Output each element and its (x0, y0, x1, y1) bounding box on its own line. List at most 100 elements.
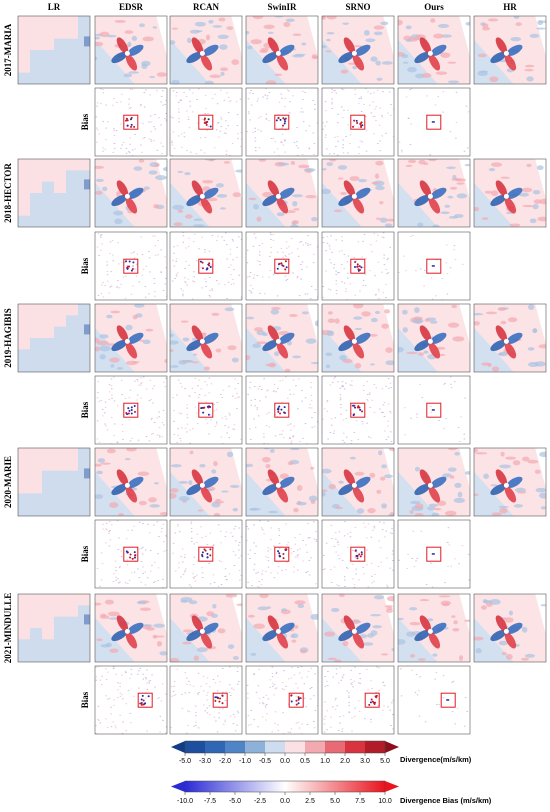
panel (170, 448, 242, 516)
bias-hot (133, 410, 136, 413)
patch (322, 468, 332, 474)
speck (342, 715, 345, 717)
speck (421, 397, 424, 399)
speck (138, 687, 140, 689)
speck (171, 280, 174, 282)
speck (354, 94, 357, 96)
speck (297, 408, 299, 410)
speck (293, 571, 295, 573)
vortex-lobe (276, 632, 289, 649)
speck (282, 251, 284, 253)
bias-hot (203, 118, 206, 121)
speck (122, 438, 124, 440)
vortex-lobe (267, 615, 280, 632)
lr-cell (30, 181, 43, 194)
speck (261, 579, 263, 581)
speck (323, 723, 326, 725)
patch (215, 183, 224, 188)
patch (508, 610, 513, 616)
speck (351, 380, 353, 382)
speck (206, 422, 209, 424)
speck (300, 666, 303, 668)
speck (140, 384, 142, 386)
speck (327, 670, 329, 672)
patch (232, 655, 239, 660)
bias-hot (140, 698, 143, 701)
speck (262, 696, 265, 698)
patch (474, 448, 479, 453)
speck (116, 696, 119, 698)
lr-cell (30, 504, 43, 516)
speck (252, 131, 254, 133)
speck (391, 702, 393, 704)
speck (335, 239, 337, 241)
patch (128, 71, 140, 74)
patch (539, 492, 546, 499)
speck (133, 695, 135, 697)
speck (238, 274, 241, 276)
patch (376, 77, 383, 81)
speck (273, 384, 276, 386)
speck (183, 132, 186, 134)
speck (270, 527, 273, 529)
panel (322, 666, 394, 734)
patch (423, 162, 429, 165)
speck (223, 132, 226, 134)
speck (371, 687, 373, 689)
patch (197, 509, 204, 512)
speck (362, 285, 364, 287)
speck (162, 586, 164, 588)
patch (464, 471, 470, 475)
speck (326, 242, 329, 244)
vortex-lobe (506, 476, 523, 489)
speck (113, 143, 116, 145)
speck (96, 102, 99, 104)
bias-hot (126, 119, 129, 122)
speck (165, 100, 167, 102)
patch (220, 67, 229, 72)
speck (373, 133, 375, 135)
speck (96, 438, 99, 440)
patch (418, 352, 425, 356)
speck (314, 103, 316, 105)
speck (286, 89, 289, 91)
lr-cell (66, 27, 79, 40)
patch (294, 624, 299, 629)
patch (136, 601, 148, 605)
panel-border (397, 665, 471, 735)
speck (108, 384, 111, 386)
speck (463, 150, 466, 152)
speck (184, 282, 187, 284)
speck (221, 236, 223, 238)
speck (377, 288, 380, 290)
speck (200, 526, 202, 528)
speck (377, 261, 380, 263)
speck (104, 423, 106, 425)
speck (341, 281, 343, 283)
speck (269, 232, 272, 234)
patch (109, 357, 120, 363)
speck (240, 536, 242, 538)
bias-hot (359, 123, 362, 126)
patch (131, 35, 138, 42)
speck (209, 583, 212, 585)
speck (216, 731, 219, 733)
patch (388, 513, 394, 516)
speck (149, 679, 151, 681)
speck (349, 559, 351, 561)
speck (420, 530, 423, 532)
speck (97, 391, 99, 393)
panel (170, 232, 242, 300)
bias-hot (356, 121, 359, 124)
eye (275, 338, 281, 344)
vortex-lobe (343, 180, 356, 197)
eye (427, 628, 433, 634)
patch (226, 26, 234, 30)
speck (385, 132, 387, 134)
patch (483, 473, 489, 479)
edge (383, 159, 394, 200)
speck (208, 250, 211, 252)
speck (216, 423, 218, 425)
patch (218, 17, 226, 22)
speck (117, 682, 119, 684)
